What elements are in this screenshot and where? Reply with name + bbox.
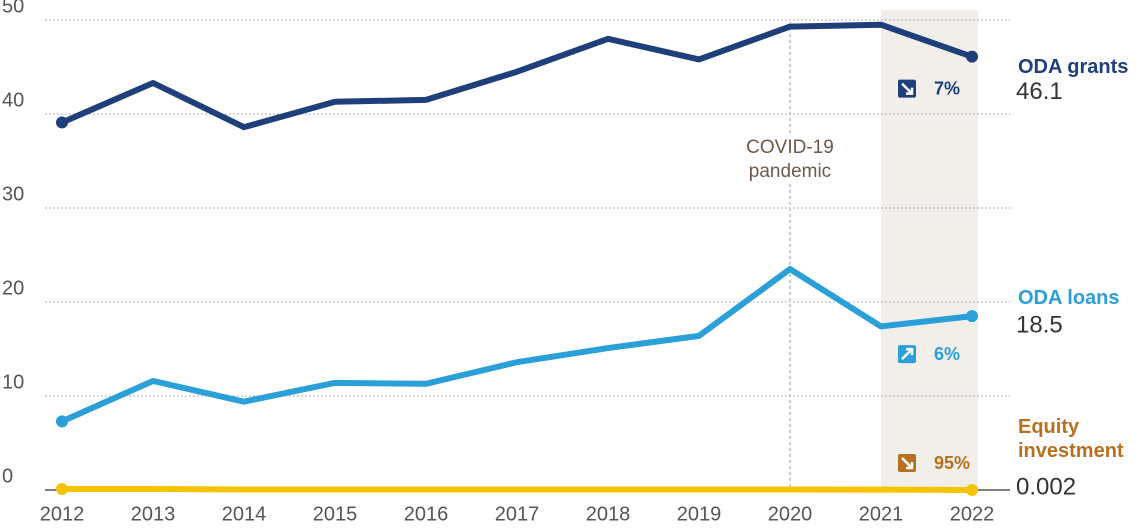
- endpoint: [966, 483, 978, 496]
- series-line: [60, 21, 973, 131]
- x-tick-label: 2017: [495, 503, 540, 525]
- endpoint: [966, 310, 978, 323]
- change-arrow: [901, 82, 914, 95]
- x-tick-label: 2013: [131, 503, 176, 525]
- endpoint: [56, 483, 68, 496]
- y-tick-label: 50: [2, 0, 24, 17]
- change-label: 95%: [934, 453, 970, 473]
- end-value: 18.5: [1016, 311, 1063, 338]
- x-tick-label: 2012: [40, 503, 85, 525]
- x-tick-label: 2016: [404, 503, 449, 525]
- x-tick-label: 2020: [768, 503, 813, 525]
- y-tick-label: 10: [2, 371, 24, 393]
- y-tick-label: 30: [2, 183, 24, 205]
- y-tick-label: 20: [2, 277, 24, 299]
- endpoint: [966, 50, 978, 63]
- series-label: Equity investment: [1018, 415, 1124, 462]
- series-line: [60, 266, 973, 425]
- change-label: 7%: [934, 78, 960, 98]
- end-value: 46.1: [1016, 78, 1063, 105]
- change-arrow: [901, 457, 914, 470]
- series-line: [62, 486, 973, 493]
- x-tick-label: 2014: [222, 503, 267, 525]
- x-tick-label: 2021: [859, 503, 904, 525]
- annotation-text: COVID-19 pandemic: [735, 136, 845, 184]
- x-tick-label: 2019: [677, 503, 722, 525]
- endpoint: [56, 116, 68, 129]
- change-label: 6%: [934, 344, 960, 364]
- x-tick-label: 2018: [586, 503, 631, 525]
- series-label: ODA loans: [1018, 287, 1120, 310]
- x-tick-label: 2022: [950, 503, 995, 525]
- highlight-band: [881, 10, 978, 490]
- change-arrow: [901, 347, 914, 360]
- x-tick-label: 2015: [313, 503, 358, 525]
- y-tick-label: 40: [2, 89, 24, 111]
- series-label: ODA grants: [1018, 55, 1129, 78]
- y-tick-label: 0: [2, 465, 13, 487]
- endpoint: [56, 415, 68, 428]
- end-value: 0.002: [1016, 473, 1076, 500]
